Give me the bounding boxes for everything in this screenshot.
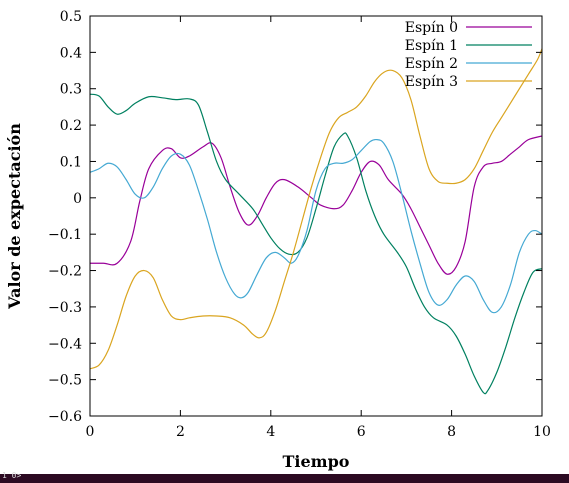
y-tick-label: 0.1 — [60, 154, 82, 170]
legend-label-espin-2: Espín 2 — [405, 56, 458, 72]
y-axis: 0.5 0.4 0.3 0.2 0.1 0 −0.1 −0.2 −0.3 −0.4 −0.5 −0.6 — [48, 9, 542, 425]
y-tick-label: −0.3 — [48, 300, 82, 316]
terminal-prompt: 1 0> — [2, 471, 22, 480]
y-tick-label: −0.4 — [48, 336, 82, 352]
y-tick-label: −0.6 — [48, 409, 82, 425]
x-tick-label: 8 — [447, 424, 456, 440]
y-axis-label: Valor de expectación — [5, 123, 24, 310]
x-tick-label: 4 — [266, 424, 275, 440]
y-tick-label: 0.3 — [60, 82, 82, 98]
y-tick-label: 0.4 — [60, 45, 82, 61]
y-tick-label: 0.2 — [60, 118, 82, 134]
x-tick-label: 6 — [357, 424, 366, 440]
series-line-espin-2 — [90, 138, 542, 314]
y-tick-label: 0.5 — [60, 9, 82, 25]
series-layer — [90, 48, 542, 395]
series-line-espin-1 — [90, 93, 542, 395]
x-axis: 0 2 4 6 8 10 — [86, 16, 551, 440]
series-line-espin-3 — [90, 48, 542, 370]
legend-label-espin-0: Espín 0 — [405, 20, 458, 36]
y-tick-label: −0.5 — [48, 373, 82, 389]
x-axis-label: Tiempo — [283, 452, 350, 471]
plot-frame — [89, 15, 543, 417]
legend-label-espin-1: Espín 1 — [405, 38, 458, 54]
x-tick-label: 2 — [176, 424, 185, 440]
legend: Espín 0 Espín 1 Espín 2 Espín 3 — [405, 20, 532, 90]
series-line-espin-0 — [90, 135, 542, 275]
legend-label-espin-3: Espín 3 — [405, 74, 458, 90]
x-tick-label: 10 — [533, 424, 551, 440]
y-tick-label: −0.1 — [48, 227, 82, 243]
terminal-strip: 1 0> — [0, 471, 569, 483]
x-tick-label: 0 — [86, 424, 95, 440]
y-tick-label: 0 — [73, 191, 82, 207]
y-tick-label: −0.2 — [48, 264, 82, 280]
